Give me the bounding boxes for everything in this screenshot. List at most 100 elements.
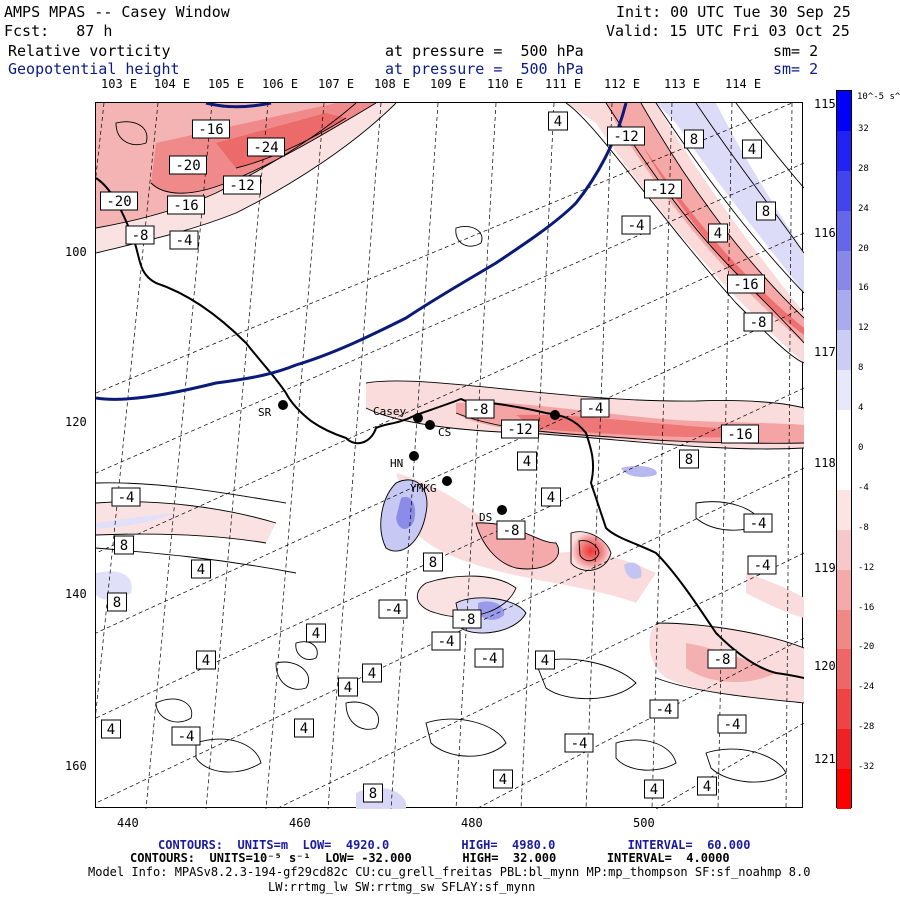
svg-text:-12: -12 (507, 422, 532, 438)
colorbar-swatch (837, 250, 851, 291)
contour-value-label: 4 (191, 559, 211, 579)
svg-text:-4: -4 (750, 516, 767, 532)
lon-label: 105 E (208, 77, 245, 91)
coastline (95, 177, 805, 679)
svg-text:-4: -4 (176, 233, 193, 249)
contour-value-label: -16 (192, 119, 230, 139)
lon-label: 111 E (545, 77, 582, 91)
svg-text:4: 4 (547, 490, 555, 506)
svg-text:4: 4 (523, 454, 531, 470)
colorbar-swatch (837, 729, 851, 770)
station-label: SR (258, 406, 272, 419)
contour-value-label: -20 (169, 155, 207, 175)
colorbar-swatch (837, 170, 851, 212)
contour-value-label: 4 (362, 663, 382, 683)
contour-value-label: -8 (125, 225, 155, 245)
contour-value-label: -24 (247, 137, 285, 157)
svg-text:8: 8 (429, 555, 437, 571)
init-time: Init: 00 UTC Tue 30 Sep 25 (616, 3, 851, 21)
lon-label: 112 E (604, 77, 641, 91)
height-contour-4980 (205, 101, 272, 109)
contour-value-label: 4 (697, 776, 717, 796)
svg-text:-16: -16 (173, 198, 198, 214)
contour-value-label: 8 (107, 592, 127, 612)
contour-value-label: -4 (580, 398, 610, 418)
station-dot-ymkg (442, 476, 452, 486)
svg-text:4: 4 (650, 782, 658, 798)
colorbar-swatch (837, 569, 851, 611)
svg-text:4: 4 (748, 142, 756, 158)
svg-text:-4: -4 (385, 602, 402, 618)
colorbar-swatch (837, 450, 851, 491)
svg-text:8: 8 (120, 538, 128, 554)
svg-text:4: 4 (714, 226, 722, 242)
colorbar-swatch (837, 689, 851, 730)
svg-text:4: 4 (554, 114, 562, 130)
station-dot-casey (413, 413, 423, 423)
contour-value-label: 4 (338, 677, 358, 697)
station-dot-east (550, 410, 560, 420)
contour-value-label: -8 (452, 609, 482, 629)
svg-text:-4: -4 (628, 218, 645, 234)
colorbar-units: 10^-5 s^-1 (857, 92, 900, 102)
colorbar-tick-label: -16 (858, 602, 875, 613)
colorbar-tick-label: 8 (858, 363, 864, 374)
station-dot-ds (497, 505, 507, 515)
contour-value-label: 4 (306, 623, 326, 643)
field2-smooth: sm= 2 (773, 60, 819, 78)
svg-text:-4: -4 (656, 702, 673, 718)
map-plot-area[interactable]: SR Casey CS HN YMKG DS -16 -24 -20 -12 -20 -1… (25, 97, 805, 810)
contour-value-label: -4 (111, 487, 141, 507)
colorbar-tick-label: -32 (858, 762, 875, 773)
svg-text:-8: -8 (750, 315, 767, 331)
contour-value-label: 4 (541, 487, 561, 507)
station-dot-hn (409, 451, 419, 461)
y-axis-label: 160 (65, 759, 87, 773)
x-axis-label: 440 (117, 816, 139, 830)
contour-value-label: 8 (363, 783, 383, 803)
contour-value-label: -4 (564, 733, 594, 753)
contour-value-label: -12 (223, 175, 261, 195)
svg-text:-4: -4 (118, 490, 135, 506)
colorbar-tick-label: 32 (858, 123, 869, 134)
svg-text:-16: -16 (733, 277, 758, 293)
contour-value-label: -12 (607, 126, 645, 146)
contour-value-label: 8 (679, 449, 699, 469)
svg-text:-12: -12 (613, 129, 638, 145)
contour-value-label: 4 (294, 718, 314, 738)
contour-value-label: 8 (756, 201, 776, 221)
colorbar-tick-label: -28 (858, 722, 875, 733)
map-svg: SR Casey CS HN YMKG DS -16 -24 -20 -12 -20 -1… (25, 97, 805, 810)
svg-text:-16: -16 (727, 427, 752, 443)
contour-value-label: 8 (423, 552, 443, 572)
lon-label: 107 E (318, 77, 355, 91)
contour-value-label: 8 (114, 535, 134, 555)
contour-value-label: -12 (644, 179, 682, 199)
contour-value-label: -4 (431, 631, 461, 651)
footer-height-contours: CONTOURS: UNITS=m LOW= 4920.0 HIGH= 4980… (158, 838, 751, 852)
svg-text:8: 8 (369, 786, 377, 802)
contour-value-label: -8 (465, 399, 495, 419)
contour-value-label: -4 (621, 215, 651, 235)
forecast-hour: Fcst: 87 h (4, 22, 113, 40)
colorbar-tick-label: 0 (858, 443, 864, 453)
svg-text:8: 8 (113, 595, 121, 611)
station-label: Casey (373, 405, 406, 418)
svg-text:-12: -12 (650, 182, 675, 198)
svg-text:-8: -8 (472, 402, 489, 418)
svg-text:4: 4 (541, 653, 549, 669)
colorbar-swatch (837, 769, 851, 810)
station-label: YMKG (410, 482, 437, 495)
svg-text:-4: -4 (754, 558, 771, 574)
station-labels: SR Casey CS HN YMKG DS (258, 405, 492, 524)
x-axis-label: 500 (633, 816, 655, 830)
svg-text:4: 4 (202, 653, 210, 669)
svg-text:8: 8 (762, 204, 770, 220)
lon-label: 104 E (154, 77, 191, 91)
svg-text:-4: -4 (724, 717, 741, 733)
field2-level: at pressure = 500 hPa (385, 60, 584, 78)
svg-text:4: 4 (300, 721, 308, 737)
svg-text:-8: -8 (503, 523, 520, 539)
colorbar-tick-label: 12 (858, 323, 869, 334)
svg-text:-4: -4 (178, 729, 195, 745)
